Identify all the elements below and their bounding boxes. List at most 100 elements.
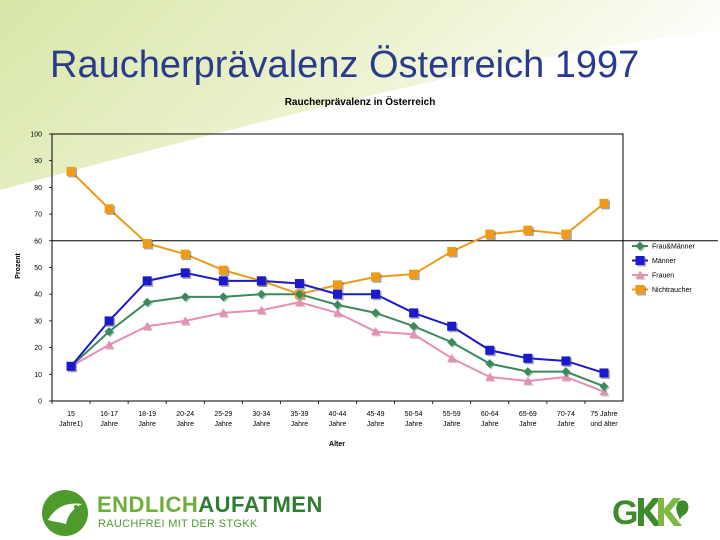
- y-tick-label: 40: [34, 292, 42, 299]
- y-tick-label: 100: [30, 132, 42, 139]
- x-tick-label-line2: Jahre: [291, 421, 309, 428]
- x-tick-label: 25-29: [214, 411, 232, 418]
- data-point: [142, 297, 152, 307]
- data-point: [409, 308, 419, 318]
- x-axis-label: Alter: [329, 441, 345, 448]
- data-point: [180, 316, 190, 325]
- data-point: [256, 276, 266, 286]
- data-point: [523, 367, 533, 377]
- svg-text:G: G: [612, 494, 638, 532]
- plot-frame: [51, 133, 624, 402]
- data-point: [561, 229, 571, 239]
- x-tick-label: 18-19: [138, 411, 156, 418]
- data-point: [371, 308, 381, 318]
- legend-label: Frau&Männer: [652, 244, 695, 251]
- x-tick-label: 20-24: [176, 411, 194, 418]
- data-point: [256, 305, 266, 314]
- data-point: [104, 340, 114, 349]
- x-tick-label-line2: Jahre: [443, 421, 461, 428]
- data-point: [485, 359, 495, 369]
- data-point: [447, 353, 457, 362]
- x-tick-label: 55-59: [443, 411, 461, 418]
- x-tick-label-line2: Jahre: [215, 421, 233, 428]
- legend-label: Frauen: [652, 273, 674, 280]
- data-point: [142, 321, 152, 330]
- x-tick-label: 70-74: [557, 411, 575, 418]
- legend-marker: [635, 241, 645, 251]
- x-tick-label: 15: [67, 411, 75, 418]
- data-point: [294, 289, 304, 299]
- legend-label: Nichtraucher: [652, 287, 692, 294]
- data-point: [104, 316, 114, 326]
- x-tick-label-line2: Jahre: [176, 421, 194, 428]
- x-tick-label-line2: und älter: [590, 421, 618, 428]
- legend-marker: [635, 270, 645, 279]
- x-tick-label-line2: Jahre: [481, 421, 499, 428]
- y-tick-label: 70: [34, 212, 42, 219]
- logo-word-1: ENDLICH: [97, 492, 199, 517]
- data-point: [523, 353, 533, 363]
- x-tick-label: 30-34: [252, 411, 270, 418]
- data-point: [561, 356, 571, 366]
- x-tick-label-line2: Jahre1): [59, 421, 83, 428]
- data-point: [485, 372, 495, 381]
- legend-marker: [635, 256, 645, 265]
- line-chart: 0 10 20 30 40 50 60 70 80 90 100 15 Jahre1) 16-17 Jah…: [15, 132, 718, 448]
- data-point: [447, 337, 457, 347]
- data-point: [409, 321, 419, 331]
- data-point: [447, 321, 457, 331]
- data-point: [409, 329, 419, 338]
- data-point: [256, 289, 266, 299]
- x-tick-label-line2: Jahre: [329, 421, 347, 428]
- x-tick-label: 16-17: [100, 411, 118, 418]
- x-tick-label-line2: Jahre: [519, 421, 537, 428]
- data-point: [180, 268, 190, 278]
- data-point: [485, 229, 495, 239]
- data-point: [333, 308, 342, 317]
- x-tick-label-line2: Jahre: [100, 421, 118, 428]
- chart-title: Raucherprävalenz in Österreich: [284, 97, 436, 108]
- y-axis-label: Prozent: [15, 252, 22, 278]
- legend-marker: [635, 285, 645, 294]
- plot-area: [51, 133, 718, 402]
- x-tick-label-line2: Jahre: [405, 421, 423, 428]
- data-point: [371, 327, 381, 336]
- y-tick-label: 80: [34, 185, 42, 192]
- data-point: [485, 345, 495, 355]
- data-point: [333, 289, 342, 299]
- x-tick-label: 35-39: [290, 411, 308, 418]
- y-tick-label: 60: [34, 238, 42, 245]
- data-point: [294, 279, 304, 289]
- data-point: [599, 368, 609, 378]
- series-layer: [66, 166, 610, 397]
- x-tick-label: 65-69: [519, 411, 537, 418]
- data-point: [218, 292, 228, 302]
- y-axis: 0 10 20 30 40 50 60 70 80 90 100: [30, 132, 52, 406]
- data-point: [599, 387, 609, 396]
- x-tick-label-line2: Jahre: [367, 421, 385, 428]
- x-tick-label-line2: Jahre: [253, 421, 271, 428]
- data-point: [333, 280, 342, 290]
- x-tick-label-line2: Jahre: [557, 421, 575, 428]
- data-point: [599, 381, 609, 391]
- data-point: [333, 300, 342, 310]
- y-tick-label: 0: [38, 399, 42, 406]
- legend: Frau&Männer Männer Frauen Nichtraucher: [632, 241, 695, 296]
- y-tick-label: 50: [34, 265, 42, 272]
- y-tick-label: 10: [34, 372, 42, 379]
- data-point: [294, 297, 304, 306]
- x-axis: 15 Jahre1) 16-17 Jahre 18-19 Jahre 20-24 Jahre 2…: [51, 401, 618, 428]
- x-tick-label: 45-49: [367, 411, 385, 418]
- gkk-logo-icon: G: [612, 494, 689, 532]
- data-point: [142, 238, 152, 248]
- data-point: [599, 198, 609, 208]
- logo-tagline: RAUCHFREI MIT DER STGKK: [98, 518, 258, 530]
- data-point: [561, 372, 571, 381]
- data-point: [218, 308, 228, 317]
- y-tick-label: 20: [34, 345, 42, 352]
- data-point: [180, 249, 190, 259]
- legend-label: Männer: [652, 258, 676, 265]
- data-point: [66, 361, 76, 371]
- x-tick-label-line2: Jahre: [138, 421, 156, 428]
